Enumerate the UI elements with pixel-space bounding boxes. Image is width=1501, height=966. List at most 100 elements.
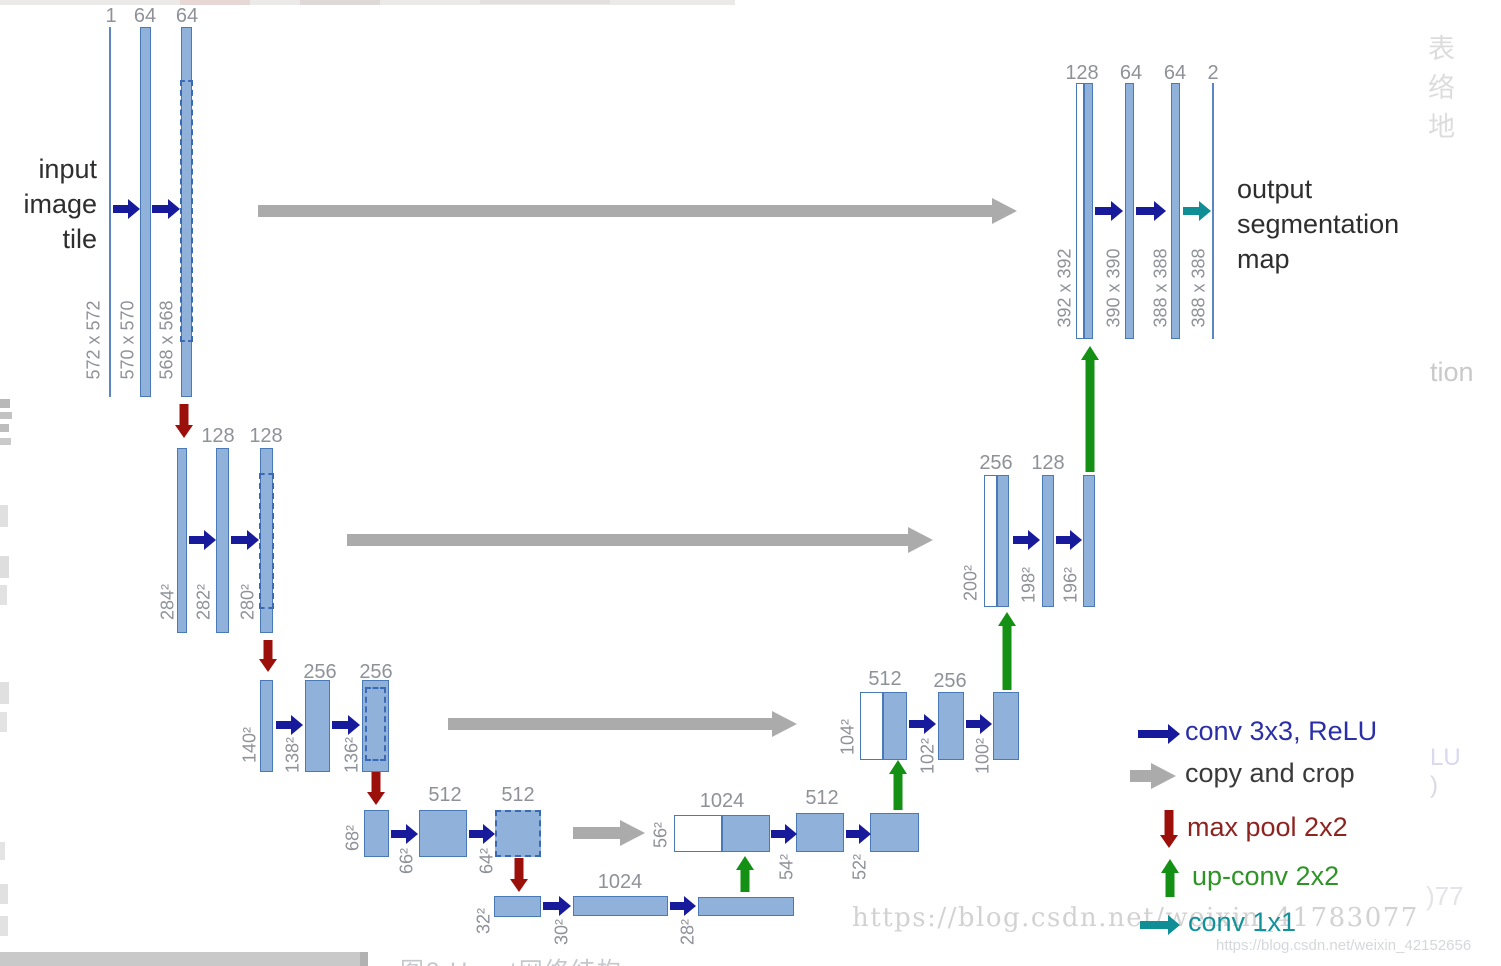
input-image-tile-label: input image tile <box>0 152 97 257</box>
top-edge-artifact <box>480 0 610 4</box>
copycrop-legend-arrow-icon <box>1130 763 1176 789</box>
channel-label: 256 <box>979 452 1013 474</box>
size-label: 572 x 572 <box>83 300 104 380</box>
channel-label: 128 <box>1065 62 1099 84</box>
watermark-cjk-char: 地 <box>1428 112 1455 142</box>
size-label: 280² <box>237 583 258 621</box>
conv3x3-arrow-icon <box>231 529 259 551</box>
feature-map-bar <box>938 692 964 760</box>
maxpool-arrow-icon <box>509 858 528 892</box>
size-label: 138² <box>282 736 303 774</box>
size-label: 66² <box>396 847 417 875</box>
left-edge-artifact <box>0 585 7 605</box>
watermark-url-big: https://blog.csdn.net/weixin_41783077 <box>852 903 1419 933</box>
feature-map-bar <box>1083 475 1095 607</box>
copy-crop-arrow-icon <box>258 198 1017 224</box>
size-label: 282² <box>193 583 214 621</box>
feature-map-bar <box>180 27 193 397</box>
feature-map-bar <box>1042 475 1054 607</box>
feature-map-bar <box>870 813 919 852</box>
upconv-legend-arrow-icon <box>1159 859 1180 897</box>
crop-region-dashed <box>180 80 193 342</box>
left-edge-artifact <box>0 424 9 432</box>
feature-map-bar <box>997 475 1009 607</box>
conv3x3-arrow-icon <box>543 895 571 917</box>
feature-map-bar-input <box>109 27 111 397</box>
channel-label: 64 <box>133 5 157 27</box>
feature-map-bar <box>260 680 273 772</box>
left-edge-artifact <box>0 712 7 732</box>
conv3x3-arrow-icon <box>1136 200 1166 222</box>
upconv-arrow-icon <box>997 612 1016 690</box>
channel-label: 128 <box>249 425 283 447</box>
figure-caption: 图3 U-net网络结构 <box>400 951 623 966</box>
feature-map-bar <box>362 680 389 772</box>
size-label: 100² <box>972 737 993 775</box>
feature-map-bar <box>494 896 541 917</box>
conv3x3-arrow-icon <box>332 714 360 736</box>
feature-map-bar <box>573 896 668 916</box>
legend-maxpool-label: max pool 2x2 <box>1187 812 1348 842</box>
size-label: 52² <box>849 853 870 881</box>
channel-label: 256 <box>303 661 337 683</box>
left-edge-artifact <box>0 505 8 527</box>
conv1x1-legend-arrow-icon <box>1140 912 1180 938</box>
channel-label: 64 <box>175 5 199 27</box>
legend-conv3x3-label: conv 3x3, ReLU <box>1185 716 1378 746</box>
left-edge-artifact <box>0 438 11 445</box>
copied-feature-box <box>674 815 722 852</box>
feature-map-bar <box>883 692 907 760</box>
top-edge-artifact <box>180 0 250 5</box>
bottom-left-gray-bar <box>0 952 368 966</box>
size-label: 388 x 388 <box>1188 248 1209 328</box>
feature-map-bar <box>993 692 1019 760</box>
legend-conv1x1-label: conv 1x1 <box>1188 907 1297 937</box>
channel-label: 64 <box>1163 62 1187 84</box>
watermark-url-small: https://blog.csdn.net/weixin_42152656 <box>1216 937 1472 954</box>
watermark-cjk-char: 络 <box>1428 73 1455 103</box>
conv3x3-arrow-icon <box>966 713 992 735</box>
left-edge-artifact <box>0 916 8 936</box>
feature-map-bar <box>698 897 794 916</box>
maxpool-legend-arrow-icon <box>1158 810 1179 848</box>
channel-label: 64 <box>1119 62 1143 84</box>
copy-crop-arrow-icon <box>347 527 933 553</box>
upconv-arrow-icon <box>735 856 754 892</box>
feature-map-bar <box>1125 83 1134 339</box>
legend-upconv-label: up-conv 2x2 <box>1192 861 1340 891</box>
left-edge-artifact <box>0 842 5 860</box>
size-label: 392 x 392 <box>1054 248 1075 328</box>
input-label-line: input <box>38 154 97 184</box>
feature-map-bar <box>216 448 229 633</box>
output-segmentation-map-label: output segmentation map <box>1237 172 1399 277</box>
watermark-fragment-paren: ) <box>1430 772 1438 799</box>
left-edge-artifact <box>0 556 9 578</box>
feature-map-bar-output <box>1212 83 1214 339</box>
watermark-fragment-lu: LU <box>1430 744 1461 771</box>
conv3x3-arrow-icon <box>846 823 871 845</box>
conv3x3-legend-arrow-icon <box>1138 722 1180 746</box>
output-label-line: map <box>1237 244 1290 274</box>
left-edge-artifact <box>0 399 10 408</box>
size-label: 390 x 390 <box>1103 248 1124 328</box>
copied-feature-box <box>860 692 883 760</box>
legend-copycrop-label: copy and crop <box>1185 758 1355 788</box>
feature-map-bar <box>419 810 467 857</box>
conv3x3-arrow-icon <box>909 713 936 735</box>
size-label: 32² <box>473 907 494 935</box>
conv3x3-arrow-icon <box>1095 200 1123 222</box>
channel-label: 1024 <box>699 790 745 812</box>
conv3x3-arrow-icon <box>670 895 696 917</box>
conv3x3-arrow-icon <box>771 823 797 845</box>
channel-label: 1 <box>105 5 117 27</box>
maxpool-arrow-icon <box>174 404 193 438</box>
conv3x3-arrow-icon <box>391 823 418 845</box>
channel-label: 512 <box>501 784 535 806</box>
left-edge-artifact <box>0 682 9 704</box>
copied-feature-box <box>984 475 997 607</box>
size-label: 200² <box>960 564 981 602</box>
channel-label: 512 <box>805 787 839 809</box>
size-label: 30² <box>551 918 572 946</box>
watermark-fragment-tion: tion <box>1430 357 1474 387</box>
